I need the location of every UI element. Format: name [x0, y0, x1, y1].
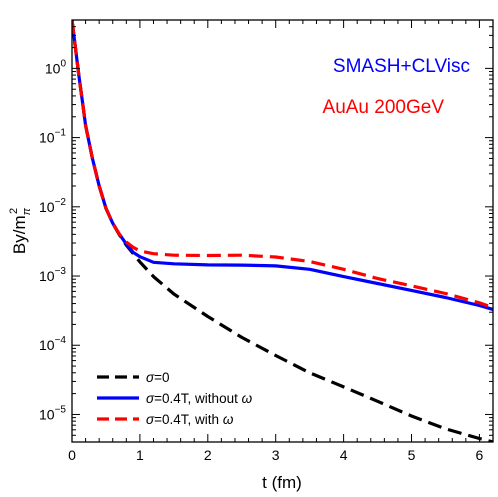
x-tick-label: 4 — [340, 447, 348, 463]
y-tick-exponent: −1 — [55, 128, 67, 139]
y-tick-exponent: −3 — [55, 266, 67, 277]
x-axis-title: t (fm) — [262, 473, 302, 492]
annotation-smash-clvisc: SMASH+CLVisc — [333, 56, 470, 77]
series-line-2 — [72, 20, 493, 310]
x-tick-label: 0 — [68, 447, 76, 463]
y-tick-mantissa: 10 — [39, 199, 55, 215]
y-tick-exponent: −2 — [55, 197, 67, 208]
y-tick-mantissa: 10 — [39, 130, 55, 146]
plot-frame — [71, 19, 494, 443]
legend-label-part: ω — [223, 412, 234, 427]
y-tick-label: 10−4 — [39, 335, 66, 353]
y-tick-label: 10−3 — [39, 266, 66, 284]
x-tick-label: 2 — [204, 447, 212, 463]
legend-label-part: σ — [146, 412, 155, 427]
y-tick-mantissa: 10 — [39, 406, 55, 422]
y-axis-title-sup: 2 — [8, 208, 20, 214]
y-tick-mantissa: 10 — [45, 60, 61, 76]
legend-label-1: σ=0.4T, without ω — [146, 391, 253, 406]
y-tick-mantissa: 10 — [39, 268, 55, 284]
y-tick-mantissa: 10 — [39, 337, 55, 353]
annotation-auau-200gev: AuAu 200GeV — [323, 97, 445, 118]
legend-label-part: =0.4T, with — [154, 412, 223, 427]
x-tick-label: 5 — [408, 447, 416, 463]
legend-label-2: σ=0.4T, with ω — [146, 412, 234, 427]
y-tick-exponent: 0 — [60, 58, 66, 69]
y-tick-label: 10−1 — [39, 128, 66, 146]
y-axis-title: By/mπ2 — [8, 207, 33, 254]
y-tick-label: 10−5 — [39, 404, 66, 422]
series-line-0 — [72, 20, 493, 442]
legend-label-part: ω — [242, 391, 253, 406]
x-tick-label: 3 — [272, 447, 280, 463]
x-tick-label: 6 — [476, 447, 484, 463]
x-tick-label: 1 — [136, 447, 144, 463]
legend-label-0: σ=0 — [146, 370, 170, 385]
legend-label-part: =0 — [154, 370, 169, 385]
y-tick-exponent: −5 — [55, 404, 67, 415]
y-axis-title-main: By/m — [10, 215, 29, 254]
legend-label-part: σ — [146, 370, 155, 385]
y-tick-label: 10−2 — [39, 197, 66, 215]
legend-label-part: =0.4T, without — [154, 391, 241, 406]
y-tick-exponent: −4 — [55, 335, 67, 346]
legend: σ=0σ=0.4T, without ωσ=0.4T, with ω — [97, 370, 253, 427]
series-layer — [72, 20, 493, 442]
legend-label-part: σ — [146, 391, 155, 406]
y-tick-label: 100 — [45, 58, 67, 76]
y-axis-title-sub: π — [21, 207, 33, 215]
